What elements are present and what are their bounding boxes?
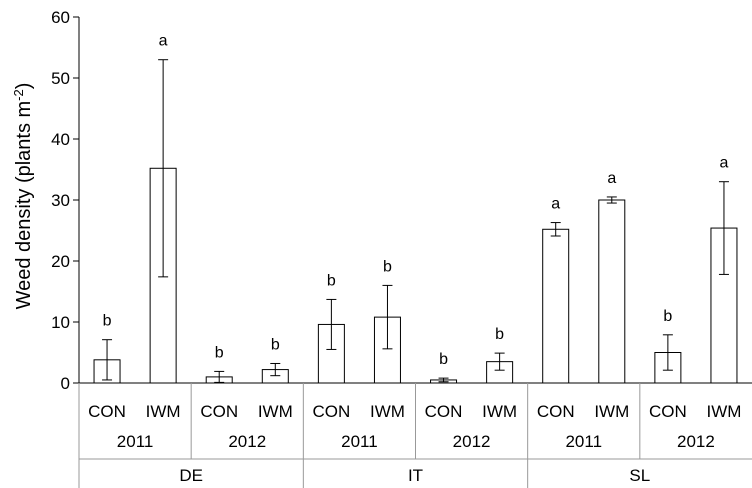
significance-letter: a: [720, 155, 729, 172]
significance-letter: a: [551, 196, 560, 213]
significance-letter: b: [383, 258, 392, 275]
significance-letter: b: [439, 351, 448, 368]
treatment-label: IWM: [146, 402, 181, 421]
treatment-label: IWM: [370, 402, 405, 421]
treatment-label: CON: [312, 402, 350, 421]
category-labels: CON IWM CON IWM CON IWM CON IWM CON IWM CON IWM 2011…: [78, 383, 752, 488]
y-axis-label-close: ): [13, 83, 35, 90]
treatment-label: CON: [649, 402, 687, 421]
year-label: 2012: [228, 432, 266, 451]
y-tick-label: 0: [61, 374, 70, 393]
year-label: 2011: [341, 432, 378, 451]
bar: [598, 199, 626, 384]
treatment-label: CON: [537, 402, 575, 421]
significance-letter: b: [495, 326, 504, 343]
site-label: IT: [408, 466, 423, 485]
y-axis-label-superscript: -2: [11, 89, 26, 101]
treatment-label: CON: [425, 402, 463, 421]
significance-letter: a: [607, 170, 616, 187]
y-axis-label: Weed density (plants m-2): [11, 83, 35, 310]
site-label: DE: [179, 466, 203, 485]
bars: b a b b b b b b a a b a: [93, 33, 738, 384]
y-tick-label: 10: [51, 313, 70, 332]
y-tick-label: 40: [51, 130, 70, 149]
significance-letter: b: [271, 336, 280, 353]
significance-letter: b: [103, 313, 112, 330]
significance-letter: b: [663, 308, 672, 325]
significance-letter: b: [215, 344, 224, 361]
treatment-label: CON: [200, 402, 238, 421]
bar: [542, 228, 570, 384]
treatment-label: IWM: [706, 402, 741, 421]
y-tick-label: 60: [51, 8, 70, 27]
y-tick-label: 30: [51, 191, 70, 210]
treatment-label: IWM: [258, 402, 293, 421]
y-tick-label: 50: [51, 69, 70, 88]
significance-letter: b: [327, 272, 336, 289]
significance-letter: a: [159, 33, 168, 50]
year-label: 2011: [565, 432, 602, 451]
treatment-label: IWM: [482, 402, 517, 421]
site-label: SL: [629, 466, 650, 485]
y-axis-label-text: Weed density (plants m: [13, 101, 35, 310]
year-label: 2012: [677, 432, 715, 451]
treatment-label: IWM: [594, 402, 629, 421]
year-label: 2011: [117, 432, 154, 451]
y-tick-label: 20: [51, 252, 70, 271]
year-label: 2012: [453, 432, 491, 451]
treatment-label: CON: [88, 402, 126, 421]
